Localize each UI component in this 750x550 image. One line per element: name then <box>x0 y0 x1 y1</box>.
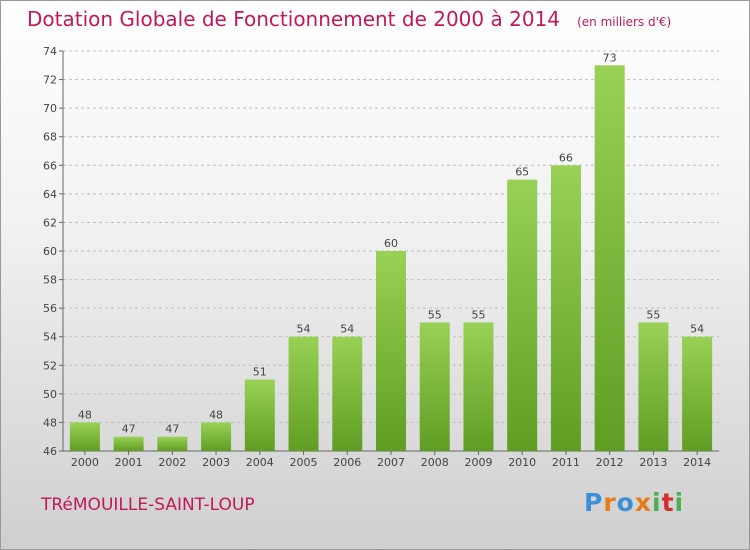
bar-value-label: 48 <box>209 408 223 421</box>
bar-value-label: 54 <box>297 323 311 336</box>
proxiti-logo: Proxiti <box>584 488 684 517</box>
x-tick-label: 2011 <box>552 456 580 469</box>
x-tick-label: 2003 <box>202 456 230 469</box>
bar-value-label: 51 <box>253 366 267 379</box>
y-tick-label: 48 <box>43 416 57 429</box>
y-tick-label: 52 <box>43 359 57 372</box>
logo-letter: P <box>584 488 604 517</box>
y-tick-label: 62 <box>43 216 57 229</box>
x-tick-label: 2008 <box>421 456 449 469</box>
bar-value-label: 60 <box>384 237 398 250</box>
chart-title: Dotation Globale de Fonctionnement de 20… <box>27 7 560 31</box>
bar <box>157 436 188 451</box>
bar <box>244 379 275 451</box>
bar <box>507 179 538 452</box>
bar <box>288 336 319 451</box>
logo-letter: x <box>634 488 652 517</box>
bar-value-label: 47 <box>122 423 136 436</box>
x-tick-label: 2014 <box>683 456 711 469</box>
bar <box>376 251 406 451</box>
x-tick-label: 2013 <box>639 456 667 469</box>
x-tick-label: 2009 <box>464 456 492 469</box>
bar <box>594 65 625 452</box>
bar-value-label: 65 <box>515 166 529 179</box>
y-tick-label: 70 <box>43 102 57 115</box>
commune-name: TRéMOUILLE-SAINT-LOUP <box>41 495 255 515</box>
logo-letter: t <box>661 488 675 517</box>
y-tick-label: 46 <box>43 445 57 458</box>
x-tick-label: 2010 <box>508 456 536 469</box>
bar-value-label: 73 <box>603 51 617 64</box>
y-tick-label: 64 <box>43 188 57 201</box>
bar <box>463 322 494 451</box>
x-tick-label: 2002 <box>158 456 186 469</box>
bar <box>419 322 450 451</box>
y-tick-label: 56 <box>43 302 57 315</box>
y-tick-label: 54 <box>43 331 57 344</box>
bar <box>201 422 232 451</box>
bar-value-label: 48 <box>78 408 92 421</box>
bar-value-label: 54 <box>690 323 704 336</box>
bar-value-label: 54 <box>340 323 354 336</box>
bar <box>550 165 581 452</box>
bar-value-label: 47 <box>165 423 179 436</box>
x-tick-label: 2007 <box>377 456 405 469</box>
bar <box>638 322 669 451</box>
y-tick-label: 74 <box>43 45 57 58</box>
logo-letter: o <box>616 488 635 517</box>
bar-value-label: 55 <box>471 308 485 321</box>
x-tick-label: 2001 <box>115 456 143 469</box>
logo-letter: r <box>603 488 617 517</box>
bar <box>332 336 363 451</box>
x-tick-label: 2005 <box>290 456 318 469</box>
x-tick-label: 2012 <box>596 456 624 469</box>
logo-letter: i <box>674 488 685 517</box>
y-tick-label: 58 <box>43 274 57 287</box>
bar-value-label: 55 <box>428 308 442 321</box>
bar <box>69 422 100 451</box>
y-tick-label: 72 <box>43 74 57 87</box>
x-tick-label: 2000 <box>71 456 99 469</box>
bar <box>682 336 713 451</box>
title-row: Dotation Globale de Fonctionnement de 20… <box>27 7 671 31</box>
y-tick-label: 50 <box>43 388 57 401</box>
x-tick-label: 2004 <box>246 456 274 469</box>
y-tick-label: 68 <box>43 131 57 144</box>
chart-subtitle: (en milliers d'€) <box>577 15 672 29</box>
bar-value-label: 66 <box>559 151 573 164</box>
y-tick-label: 60 <box>43 245 57 258</box>
bar-value-label: 55 <box>646 308 660 321</box>
x-tick-label: 2006 <box>333 456 361 469</box>
logo-letter: i <box>652 488 662 517</box>
y-tick-label: 66 <box>43 159 57 172</box>
bar <box>113 436 144 451</box>
